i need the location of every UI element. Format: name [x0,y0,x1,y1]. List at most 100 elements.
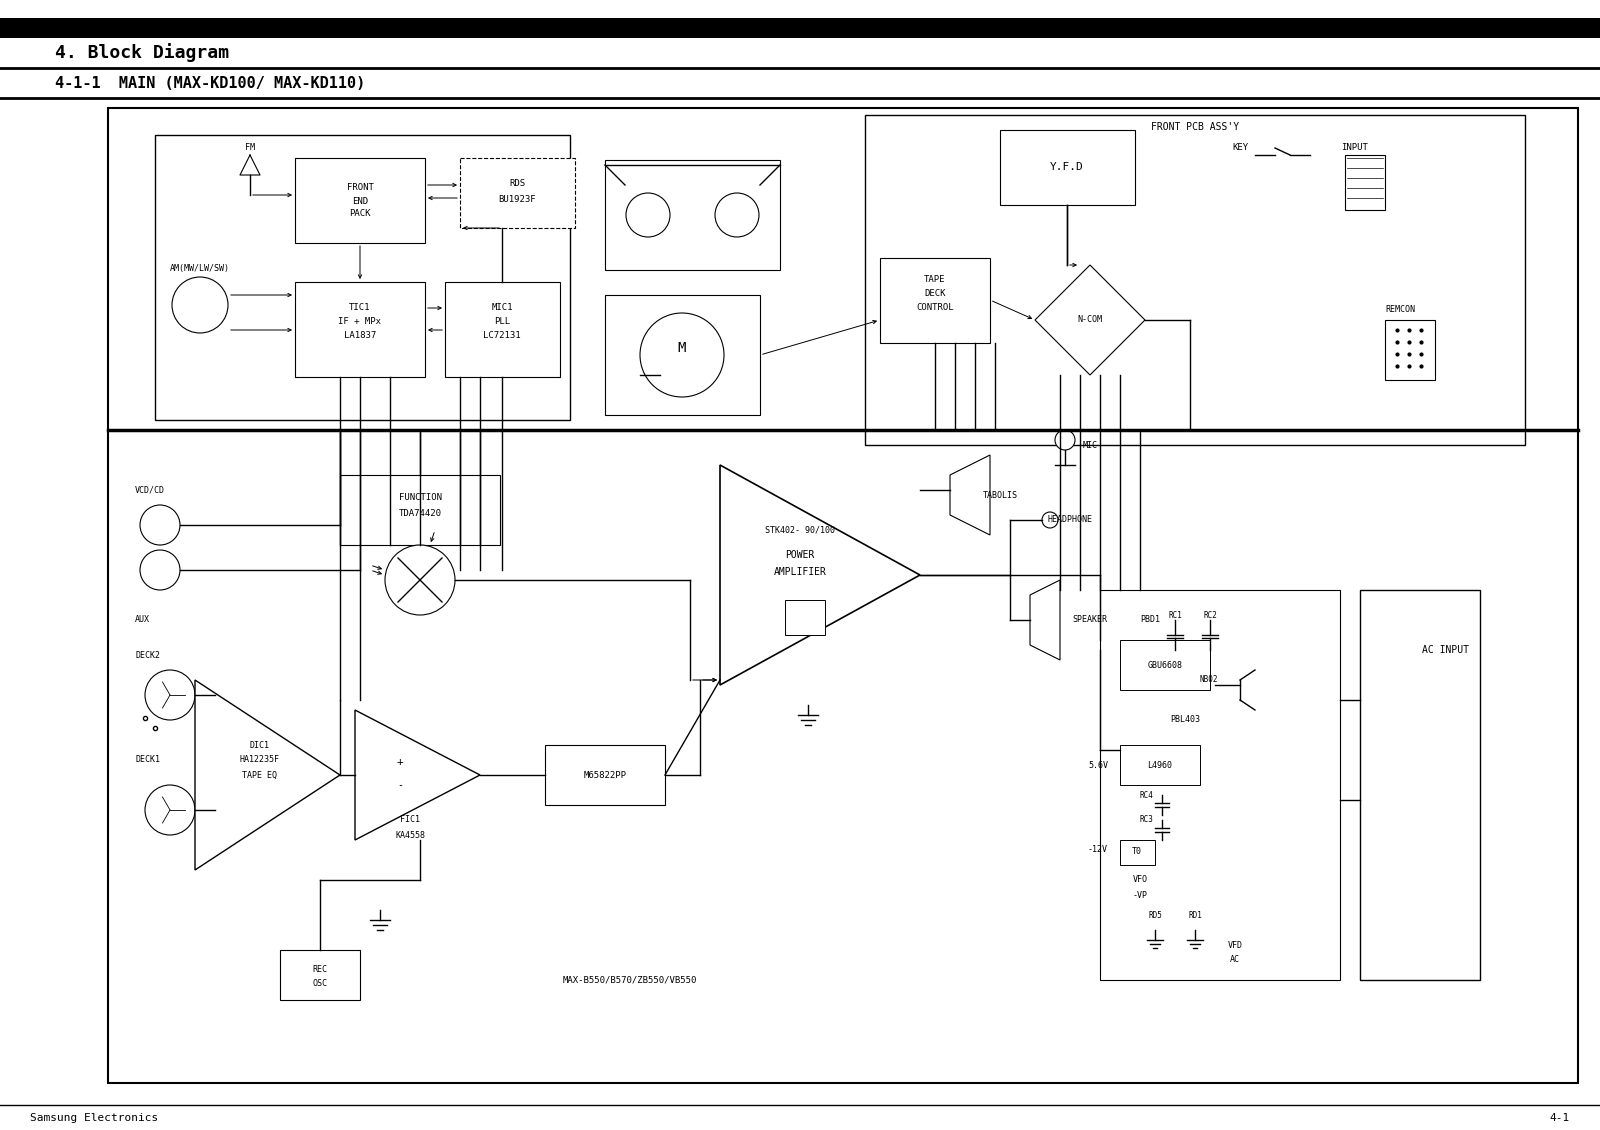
Text: FRONT PCB ASS'Y: FRONT PCB ASS'Y [1150,122,1238,132]
Bar [445,282,560,377]
Text: NB02: NB02 [1200,676,1219,685]
Text: RC3: RC3 [1139,816,1154,825]
Text: LA1837: LA1837 [344,331,376,340]
Text: AMPLIFIER: AMPLIFIER [773,567,827,577]
Text: INPUT: INPUT [1341,144,1368,153]
Circle shape [1054,431,1075,450]
Text: -VP: -VP [1133,890,1147,899]
Text: END: END [352,197,368,206]
Polygon shape [1035,266,1146,375]
Bar [1000,130,1134,205]
Text: DIC1: DIC1 [250,740,270,749]
Bar [880,258,990,344]
Text: 4. Block Diagram: 4. Block Diagram [54,44,229,62]
Text: -12V: -12V [1088,845,1107,854]
Text: 5.6V: 5.6V [1088,760,1107,770]
Circle shape [715,193,758,237]
Text: L4960: L4960 [1147,760,1173,770]
Text: TIC1: TIC1 [349,304,371,313]
Text: T0: T0 [1133,848,1142,857]
Circle shape [146,670,195,720]
Text: GBU6608: GBU6608 [1147,661,1182,669]
Bar [786,600,826,635]
Text: IF + MPx: IF + MPx [339,318,381,327]
Text: OSC: OSC [312,980,328,989]
Text: RC1: RC1 [1168,610,1182,619]
Text: N-COM: N-COM [1077,315,1102,324]
Bar [605,295,760,415]
Text: PLL: PLL [494,318,510,327]
Text: VCD/CD: VCD/CD [134,486,165,495]
Bar [155,134,570,420]
Text: DECK1: DECK1 [134,756,160,765]
Text: AC INPUT: AC INPUT [1421,645,1469,655]
Bar [109,108,1578,1083]
Text: Y.F.D: Y.F.D [1050,162,1083,172]
Bar [1360,590,1480,980]
Text: RC2: RC2 [1203,610,1218,619]
Text: LC72131: LC72131 [483,331,522,340]
Polygon shape [195,680,339,870]
Text: AUX: AUX [134,616,150,625]
Text: -: - [397,780,403,790]
Circle shape [141,505,179,545]
Text: BU1923F: BU1923F [498,195,536,205]
Circle shape [146,785,195,835]
Text: PACK: PACK [349,209,371,218]
Text: FRONT: FRONT [347,183,373,192]
Text: PBL403: PBL403 [1170,715,1200,724]
Text: MAX-B550/B570/ZB550/VB550: MAX-B550/B570/ZB550/VB550 [563,975,698,984]
Bar [1120,745,1200,785]
Polygon shape [355,710,480,840]
Bar [461,158,574,228]
Text: STK402- 90/100: STK402- 90/100 [765,525,835,534]
Circle shape [141,550,179,590]
Text: KEY: KEY [1232,144,1248,153]
Text: HEADPHONE: HEADPHONE [1048,515,1093,524]
Text: TAPE: TAPE [925,276,946,285]
Bar [0,18,1600,38]
Text: REMCON: REMCON [1386,305,1414,314]
Text: 4-1: 4-1 [1550,1113,1570,1123]
Polygon shape [1030,580,1059,660]
Text: VFD: VFD [1227,940,1243,949]
Text: TAPE EQ: TAPE EQ [243,771,277,780]
Text: AM(MW/LW/SW): AM(MW/LW/SW) [170,263,230,272]
Text: RDS: RDS [509,179,525,188]
Bar [1120,840,1155,864]
Text: M65822PP: M65822PP [584,771,627,780]
Bar [294,158,426,243]
Bar [1346,155,1386,210]
Text: MIC: MIC [1083,441,1098,450]
Text: Samsung Electronics: Samsung Electronics [30,1113,158,1123]
Circle shape [173,277,229,333]
Bar [1101,590,1341,980]
Bar [866,115,1525,445]
Bar [280,950,360,1000]
Text: 4-1-1  MAIN (MAX-KD100/ MAX-KD110): 4-1-1 MAIN (MAX-KD100/ MAX-KD110) [54,76,365,90]
Text: POWER: POWER [786,550,814,560]
Bar [1120,640,1210,690]
Text: DECK2: DECK2 [134,651,160,660]
Text: M: M [678,341,686,355]
Text: RC4: RC4 [1139,791,1154,800]
Text: TABOLIS: TABOLIS [982,490,1018,499]
Circle shape [640,313,723,397]
Text: FIC1: FIC1 [400,816,419,825]
Circle shape [626,193,670,237]
Text: AC: AC [1230,956,1240,965]
Text: DECK: DECK [925,289,946,298]
Text: +: + [397,757,403,767]
Text: FM: FM [245,144,254,153]
Circle shape [386,545,454,615]
Text: CONTROL: CONTROL [917,304,954,313]
Text: RD5: RD5 [1149,911,1162,920]
Text: REC: REC [312,965,328,974]
Polygon shape [950,455,990,534]
Text: HA12235F: HA12235F [240,756,280,765]
Bar [605,160,781,270]
Text: VFO: VFO [1133,876,1147,885]
Text: FUNCTION: FUNCTION [398,494,442,503]
Text: TDA74420: TDA74420 [398,508,442,518]
Text: KA4558: KA4558 [395,831,426,840]
